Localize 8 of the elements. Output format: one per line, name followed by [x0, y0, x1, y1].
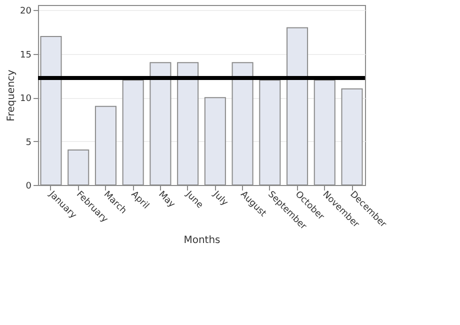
y-tick-label: 10 [20, 94, 32, 104]
y-tick-label: 15 [20, 50, 32, 60]
y-tick-label: 0 [26, 182, 32, 192]
y-tick-label: 5 [26, 138, 32, 148]
x-tick-label: July [210, 188, 230, 209]
y-axis-title: Frequency [6, 70, 18, 122]
x-axis-title: Months [184, 235, 220, 246]
y-tick-label: 20 [20, 6, 32, 17]
